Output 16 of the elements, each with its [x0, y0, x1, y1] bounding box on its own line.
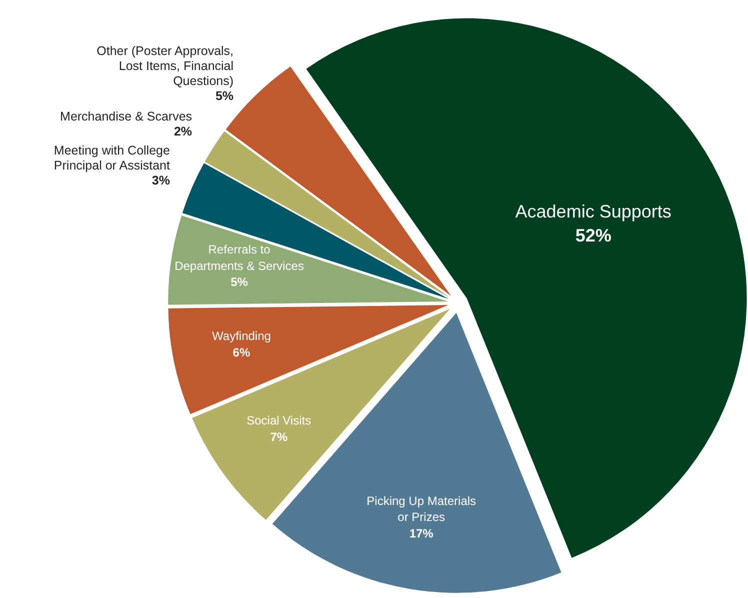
slice-label: Referrals to Departments & Services	[174, 242, 304, 273]
data-label: 6%	[232, 345, 250, 360]
data-label: 2%	[174, 124, 192, 139]
data-label: 17%	[409, 526, 434, 540]
slice-label: Other (Poster Approvals, Lost Items, Financial Questions)	[96, 44, 234, 88]
data-label: 5%	[230, 275, 248, 290]
slice-label: Picking Up Materials or Prizes	[366, 494, 476, 524]
data-label: 52%	[575, 226, 612, 246]
data-label: 3%	[152, 174, 170, 188]
slice-label: Merchandise & Scarves	[60, 110, 192, 124]
slice-label: Wayfinding	[212, 329, 271, 344]
slice-label: Social Visits	[246, 414, 312, 428]
slice-label: Meeting with College Principal or Assistant	[54, 144, 170, 173]
data-label: 7%	[270, 430, 288, 444]
data-label: 5%	[215, 88, 234, 103]
slice-label: Academic Supports	[515, 201, 672, 222]
